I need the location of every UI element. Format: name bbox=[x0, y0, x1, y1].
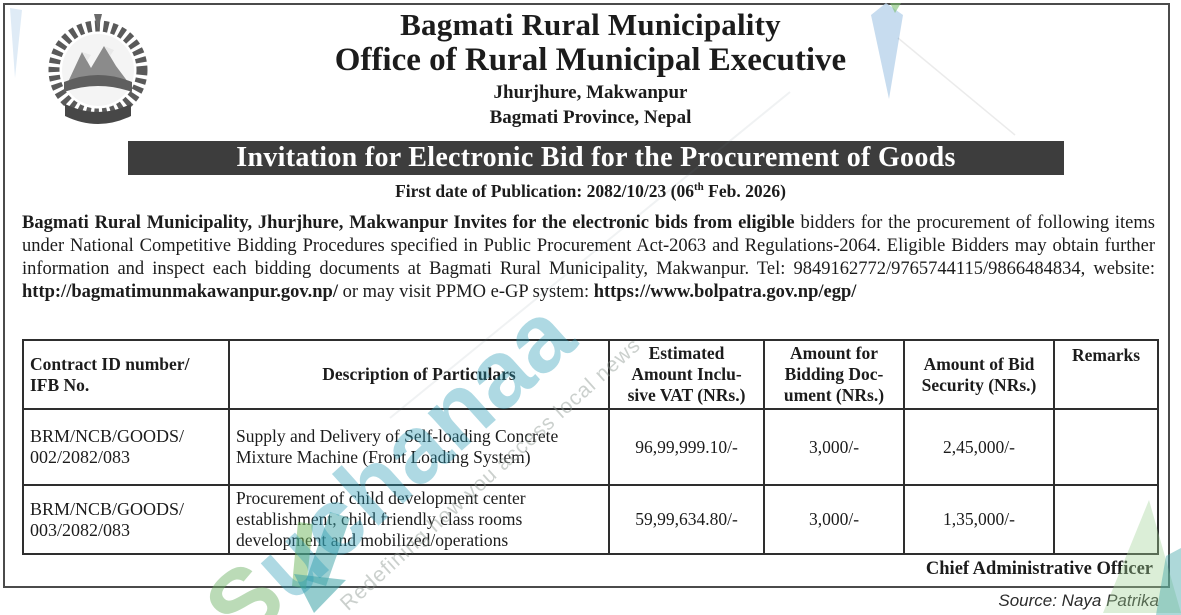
notice-title-banner: Invitation for Electronic Bid for the Pr… bbox=[128, 141, 1064, 175]
signature-title: Chief Administrative Officer bbox=[22, 559, 1157, 580]
notice-body-paragraph: Bagmati Rural Municipality, Jhurjhure, M… bbox=[22, 212, 1155, 304]
contract-id-cell: BRM/NCB/GOODS/ 003/2082/083 bbox=[23, 485, 229, 554]
bidding-document-amount-cell: 3,000/- bbox=[764, 485, 904, 554]
bid-items-table: Contract ID number/ IFB No. Description … bbox=[22, 339, 1159, 555]
header-remarks: Remarks bbox=[1054, 340, 1158, 409]
bid-security-cell: 2,45,000/- bbox=[904, 409, 1054, 485]
municipality-website-url: http://bagmatimunmakawanpur.gov.np/ bbox=[22, 282, 338, 302]
estimated-amount-cell: 96,99,999.10/- bbox=[609, 409, 764, 485]
description-cell: Supply and Delivery of Self-loading Conc… bbox=[229, 409, 609, 485]
contract-id-cell: BRM/NCB/GOODS/ 002/2082/083 bbox=[23, 409, 229, 485]
table-row: BRM/NCB/GOODS/ 003/2082/083 Procurement … bbox=[23, 485, 1158, 554]
header-description: Description of Particulars bbox=[229, 340, 609, 409]
address-line-2: Bagmati Province, Nepal bbox=[0, 107, 1181, 129]
bidding-document-amount-cell: 3,000/- bbox=[764, 409, 904, 485]
header-contract-id: Contract ID number/ IFB No. bbox=[23, 340, 229, 409]
source-credit: Source: Naya Patrika bbox=[998, 591, 1159, 611]
estimated-amount-cell: 59,99,634.80/- bbox=[609, 485, 764, 554]
bid-security-cell: 1,35,000/- bbox=[904, 485, 1054, 554]
publication-date-line: First date of Publication: 2082/10/23 (0… bbox=[0, 181, 1181, 202]
table-header-row: Contract ID number/ IFB No. Description … bbox=[23, 340, 1158, 409]
remarks-cell bbox=[1054, 485, 1158, 554]
letterhead: Bagmati Rural Municipality Office of Rur… bbox=[0, 8, 1181, 129]
header-estimated-amount: Estimated Amount Inclu- sive VAT (NRs.) bbox=[609, 340, 764, 409]
egp-system-url: https://www.bolpatra.gov.np/egp/ bbox=[594, 282, 857, 302]
body-text-2: or may visit PPMO e-GP system: bbox=[338, 282, 594, 302]
remarks-cell bbox=[1054, 409, 1158, 485]
body-bold-intro: Bagmati Rural Municipality, Jhurjhure, M… bbox=[22, 213, 795, 233]
header-bid-security: Amount of Bid Security (NRs.) bbox=[904, 340, 1054, 409]
publication-date-suffix: Feb. 2026) bbox=[704, 181, 786, 201]
description-cell: Procurement of child development center … bbox=[229, 485, 609, 554]
address-line-1: Jhurjhure, Makwanpur bbox=[0, 82, 1181, 104]
table-row: BRM/NCB/GOODS/ 002/2082/083 Supply and D… bbox=[23, 409, 1158, 485]
notice-page: Suchanaa Redefining how you access local… bbox=[0, 0, 1181, 615]
office-name: Office of Rural Municipal Executive bbox=[0, 43, 1181, 79]
header-bidding-document-amount: Amount for Bidding Doc- ument (NRs.) bbox=[764, 340, 904, 409]
publication-date-ordinal: th bbox=[694, 181, 704, 193]
organization-name: Bagmati Rural Municipality bbox=[0, 8, 1181, 41]
publication-date-prefix: First date of Publication: 2082/10/23 (0… bbox=[395, 181, 694, 201]
